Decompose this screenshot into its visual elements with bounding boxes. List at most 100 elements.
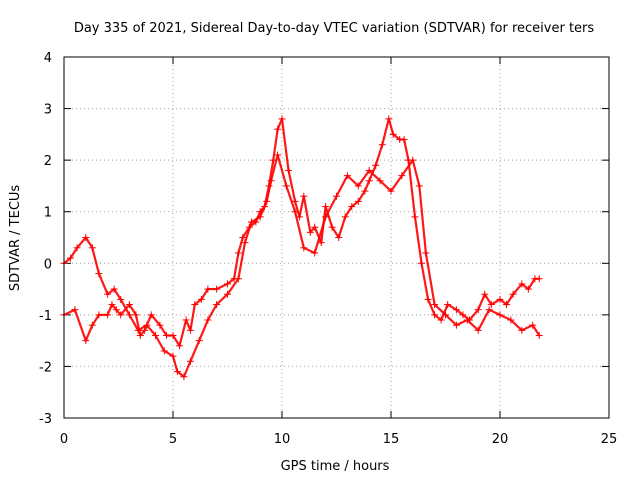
data-trace-segment: [520, 282, 530, 291]
data-trace-segment: [84, 236, 94, 249]
data-trace-segment: [411, 159, 421, 188]
data-trace-segment: [392, 133, 401, 141]
data-trace-segment: [106, 287, 116, 296]
data-trace-segment: [189, 339, 201, 363]
data-trace-segment: [91, 246, 100, 275]
data-trace-segment: [215, 293, 229, 306]
data-trace-segment: [335, 174, 349, 198]
data-trace-segment: [483, 293, 493, 306]
data-trace-segment: [115, 308, 122, 316]
data-trace-segment: [400, 159, 414, 177]
data-trace-segment: [215, 282, 229, 291]
y-tick-label: 0: [44, 257, 52, 272]
data-trace-segment: [413, 215, 423, 265]
data-trace-segment: [477, 293, 486, 311]
data-trace-segment: [440, 303, 449, 322]
data-trace-segment: [498, 298, 508, 306]
x-tick-label: 5: [169, 432, 177, 447]
axis-ticks: 0 5 10 15 20 25 -3 -2 -1 0 1 2 3 4: [39, 51, 617, 447]
data-trace-segment: [298, 195, 305, 218]
data-trace-segment: [119, 303, 131, 316]
data-trace-segment: [488, 308, 502, 316]
plot-frame: [63, 56, 610, 419]
data-trace-segment: [178, 318, 188, 347]
data-trace-segment: [363, 179, 371, 193]
data-trace-segment: [232, 251, 240, 280]
data-trace-segment: [313, 226, 323, 244]
data-trace-segment: [387, 117, 395, 136]
data-trace-segment: [293, 210, 305, 249]
data-trace-segment: [420, 262, 430, 301]
data-trace-segment: [62, 308, 77, 316]
data-points: [60, 115, 543, 381]
data-trace-segment: [226, 277, 236, 286]
x-tick-label: 0: [60, 432, 68, 447]
data-trace-segment: [468, 308, 480, 322]
data-trace-segment: [350, 200, 360, 208]
data-trace-segment: [134, 313, 142, 337]
data-trace-segment: [389, 174, 403, 193]
data-trace-segment: [302, 195, 312, 234]
data-trace-segment: [75, 236, 87, 249]
data-trace-segment: [200, 287, 209, 301]
y-tick-label: 4: [44, 51, 52, 66]
data-trace-segment: [407, 159, 417, 218]
data-trace-segment: [418, 184, 427, 255]
data-trace-segment: [243, 220, 253, 244]
chart-title: Day 335 of 2021, Sidereal Day-to-day VTE…: [74, 21, 595, 36]
data-trace-segment: [154, 334, 166, 353]
data-trace-segment: [357, 169, 371, 188]
data-trace-segment: [139, 329, 146, 337]
data-trace-segment: [337, 215, 347, 239]
data-trace-segment: [527, 277, 536, 291]
data-trace-segment: [193, 298, 203, 306]
y-tick-label: -3: [39, 412, 52, 427]
data-trace-segment: [176, 370, 185, 378]
data-trace-segment: [444, 313, 458, 327]
data-trace-segment: [272, 128, 279, 162]
data-trace-segment: [276, 153, 288, 188]
data-trace-segment: [250, 215, 262, 224]
data-trace-segment: [267, 159, 275, 188]
data-trace-segment: [520, 324, 534, 332]
data-trace-segment: [171, 355, 179, 373]
data-trace-segment: [237, 241, 247, 280]
data-trace-segment: [259, 200, 268, 218]
data-trace-segment: [137, 324, 148, 332]
data-trace-segment: [280, 117, 290, 172]
data-trace-segment: [265, 179, 273, 203]
data-trace-segment: [150, 313, 162, 327]
data-trace-segment: [113, 287, 122, 301]
y-axis-label: SDTVAR / TECUs: [8, 185, 23, 292]
data-trace-segment: [368, 169, 382, 182]
data-trace-segment: [531, 324, 541, 337]
data-trace-segment: [433, 303, 447, 316]
y-tick-label: 2: [44, 154, 52, 169]
data-trace-segment: [346, 174, 360, 188]
data-trace-segment: [128, 303, 138, 316]
data-trace-segment: [461, 313, 471, 322]
data-trace-segment: [237, 236, 244, 255]
y-tick-label: 1: [44, 206, 52, 221]
data-trace-segment: [324, 195, 338, 218]
data-trace-segment: [73, 308, 87, 342]
data-trace-segment: [84, 324, 94, 342]
data-trace-segment: [498, 313, 512, 322]
data-trace-segment: [163, 349, 175, 358]
data-trace-segment: [455, 318, 469, 327]
data-trace-segment: [110, 303, 118, 311]
data-trace-segment: [62, 257, 72, 265]
data-trace-segment: [490, 298, 502, 306]
data-trace-segment: [433, 313, 443, 322]
data-trace-segment: [381, 117, 390, 146]
x-tick-label: 15: [383, 432, 400, 447]
data-trace-segment: [226, 277, 240, 296]
data-trace-segment: [143, 313, 153, 332]
data-trace-segment: [171, 334, 181, 347]
data-trace-segment: [424, 251, 436, 306]
data-trace-segment: [91, 313, 100, 327]
data-trace-segment: [344, 205, 353, 218]
data-trace-segment: [106, 303, 114, 316]
x-tick-label: 25: [601, 432, 618, 447]
data-trace-segment: [466, 318, 480, 332]
